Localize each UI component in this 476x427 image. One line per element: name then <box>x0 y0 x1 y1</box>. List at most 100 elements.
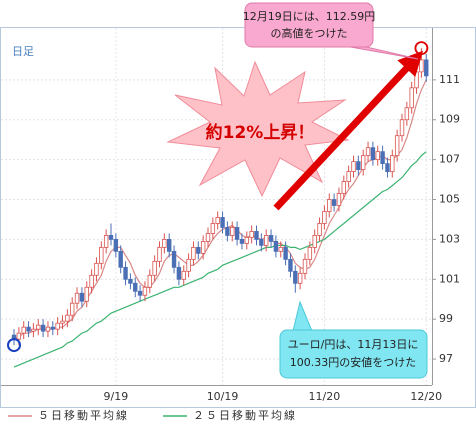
candle-body <box>273 241 279 252</box>
candle-body <box>157 246 162 262</box>
candle-body <box>336 193 342 206</box>
plot-area: 97 99 101 103 105 107 109 111 9/19 10/19 11/20 12/2… <box>1 28 460 403</box>
starburst <box>166 60 350 198</box>
candle-body <box>123 266 128 280</box>
candle-body <box>70 302 75 316</box>
callout-text: の高値をつけた <box>271 26 348 40</box>
x-tick-label: 10/19 <box>207 390 239 403</box>
legend-label: ５日移動平均線 <box>38 408 129 422</box>
candle-body <box>162 239 167 248</box>
candle-body <box>380 151 385 165</box>
ma-line <box>13 151 427 368</box>
candle-body <box>307 246 313 260</box>
candle-body <box>249 231 254 238</box>
candle-body <box>312 235 317 248</box>
candle-body <box>60 320 65 324</box>
candle-body <box>205 233 211 242</box>
candle-body <box>394 135 400 157</box>
candle-body <box>171 250 177 268</box>
legend-label: ２５日移動平均線 <box>193 408 297 422</box>
candle-body <box>360 155 366 171</box>
candle-body <box>234 227 240 240</box>
candle-body <box>45 326 51 332</box>
y-tick-label: 111 <box>439 73 460 86</box>
candle-body <box>239 239 245 244</box>
candle-body <box>99 246 104 264</box>
candle-body <box>50 326 55 330</box>
y-tick-label: 109 <box>439 113 460 126</box>
candle-body <box>191 246 196 260</box>
candle-body <box>317 223 322 236</box>
candle-body <box>390 155 395 172</box>
x-tick-label: 11/20 <box>309 390 341 403</box>
candle-body <box>103 235 109 248</box>
y-tick-label: 101 <box>439 272 460 285</box>
candle-body <box>327 199 332 212</box>
y-tick-label: 105 <box>439 193 460 206</box>
candle-body <box>74 292 80 304</box>
candle-body <box>133 282 138 292</box>
candle-body <box>94 262 99 276</box>
high-callout <box>244 2 374 48</box>
high-marker <box>414 41 429 56</box>
candle-body <box>31 328 36 332</box>
period-label: 日足 <box>12 45 34 58</box>
candle-body <box>40 324 46 332</box>
candle-body <box>166 239 172 252</box>
candle-body <box>302 258 308 274</box>
candle-body <box>409 87 414 109</box>
low-callout <box>279 329 428 379</box>
candle-body <box>375 151 380 161</box>
y-tick-label: 97 <box>439 352 453 365</box>
y-tick-label: 103 <box>439 232 460 245</box>
candle-body <box>263 235 269 246</box>
candle-body <box>259 239 264 246</box>
candle-body <box>293 270 298 284</box>
candle-body <box>370 147 376 161</box>
candle-body <box>65 314 70 322</box>
candle-body <box>331 199 337 206</box>
candle-body <box>36 324 41 330</box>
candle-body <box>225 227 230 236</box>
x-tick-label: 9/19 <box>103 390 128 403</box>
candle-body <box>55 322 60 330</box>
candle-body <box>230 227 235 236</box>
candle-body <box>137 290 143 296</box>
candle-body <box>385 163 390 172</box>
candle-body <box>196 246 201 254</box>
legend: ５日移動平均線 ２５日移動平均線 <box>8 408 297 422</box>
candle-body <box>21 326 26 334</box>
candle-body <box>419 59 424 73</box>
x-tick-label: 12/20 <box>410 390 442 403</box>
callout-text: 100.33円の安値をつけた <box>290 355 417 369</box>
candle-body <box>200 241 206 254</box>
candle-body <box>89 274 94 288</box>
candle-body <box>283 246 288 260</box>
candle-body <box>399 119 405 137</box>
candle-body <box>268 235 274 242</box>
candle-body <box>79 292 85 302</box>
candle-body <box>365 147 371 157</box>
candle-body <box>181 270 186 280</box>
y-tick-label: 99 <box>439 312 453 325</box>
candle-body <box>176 266 182 280</box>
candle-body <box>356 161 361 171</box>
callout-text: 12月19日には、112.59円 <box>243 10 375 23</box>
candle-body <box>128 278 133 284</box>
candle-body <box>254 231 259 240</box>
candle-body <box>26 326 31 332</box>
candle-body <box>220 217 225 228</box>
candle-body <box>346 171 351 182</box>
y-tick-label: 107 <box>439 153 460 166</box>
callout-text: ユーロ/円は、11月13日に <box>288 338 419 351</box>
rise-label: 約12%上昇！ <box>206 122 315 143</box>
candle-body <box>244 237 249 244</box>
candle-body <box>142 286 148 296</box>
candle-body <box>16 332 22 340</box>
candle-body <box>118 250 123 268</box>
candle-body <box>147 274 152 288</box>
candle-body <box>351 161 356 172</box>
candle-body <box>108 235 114 240</box>
